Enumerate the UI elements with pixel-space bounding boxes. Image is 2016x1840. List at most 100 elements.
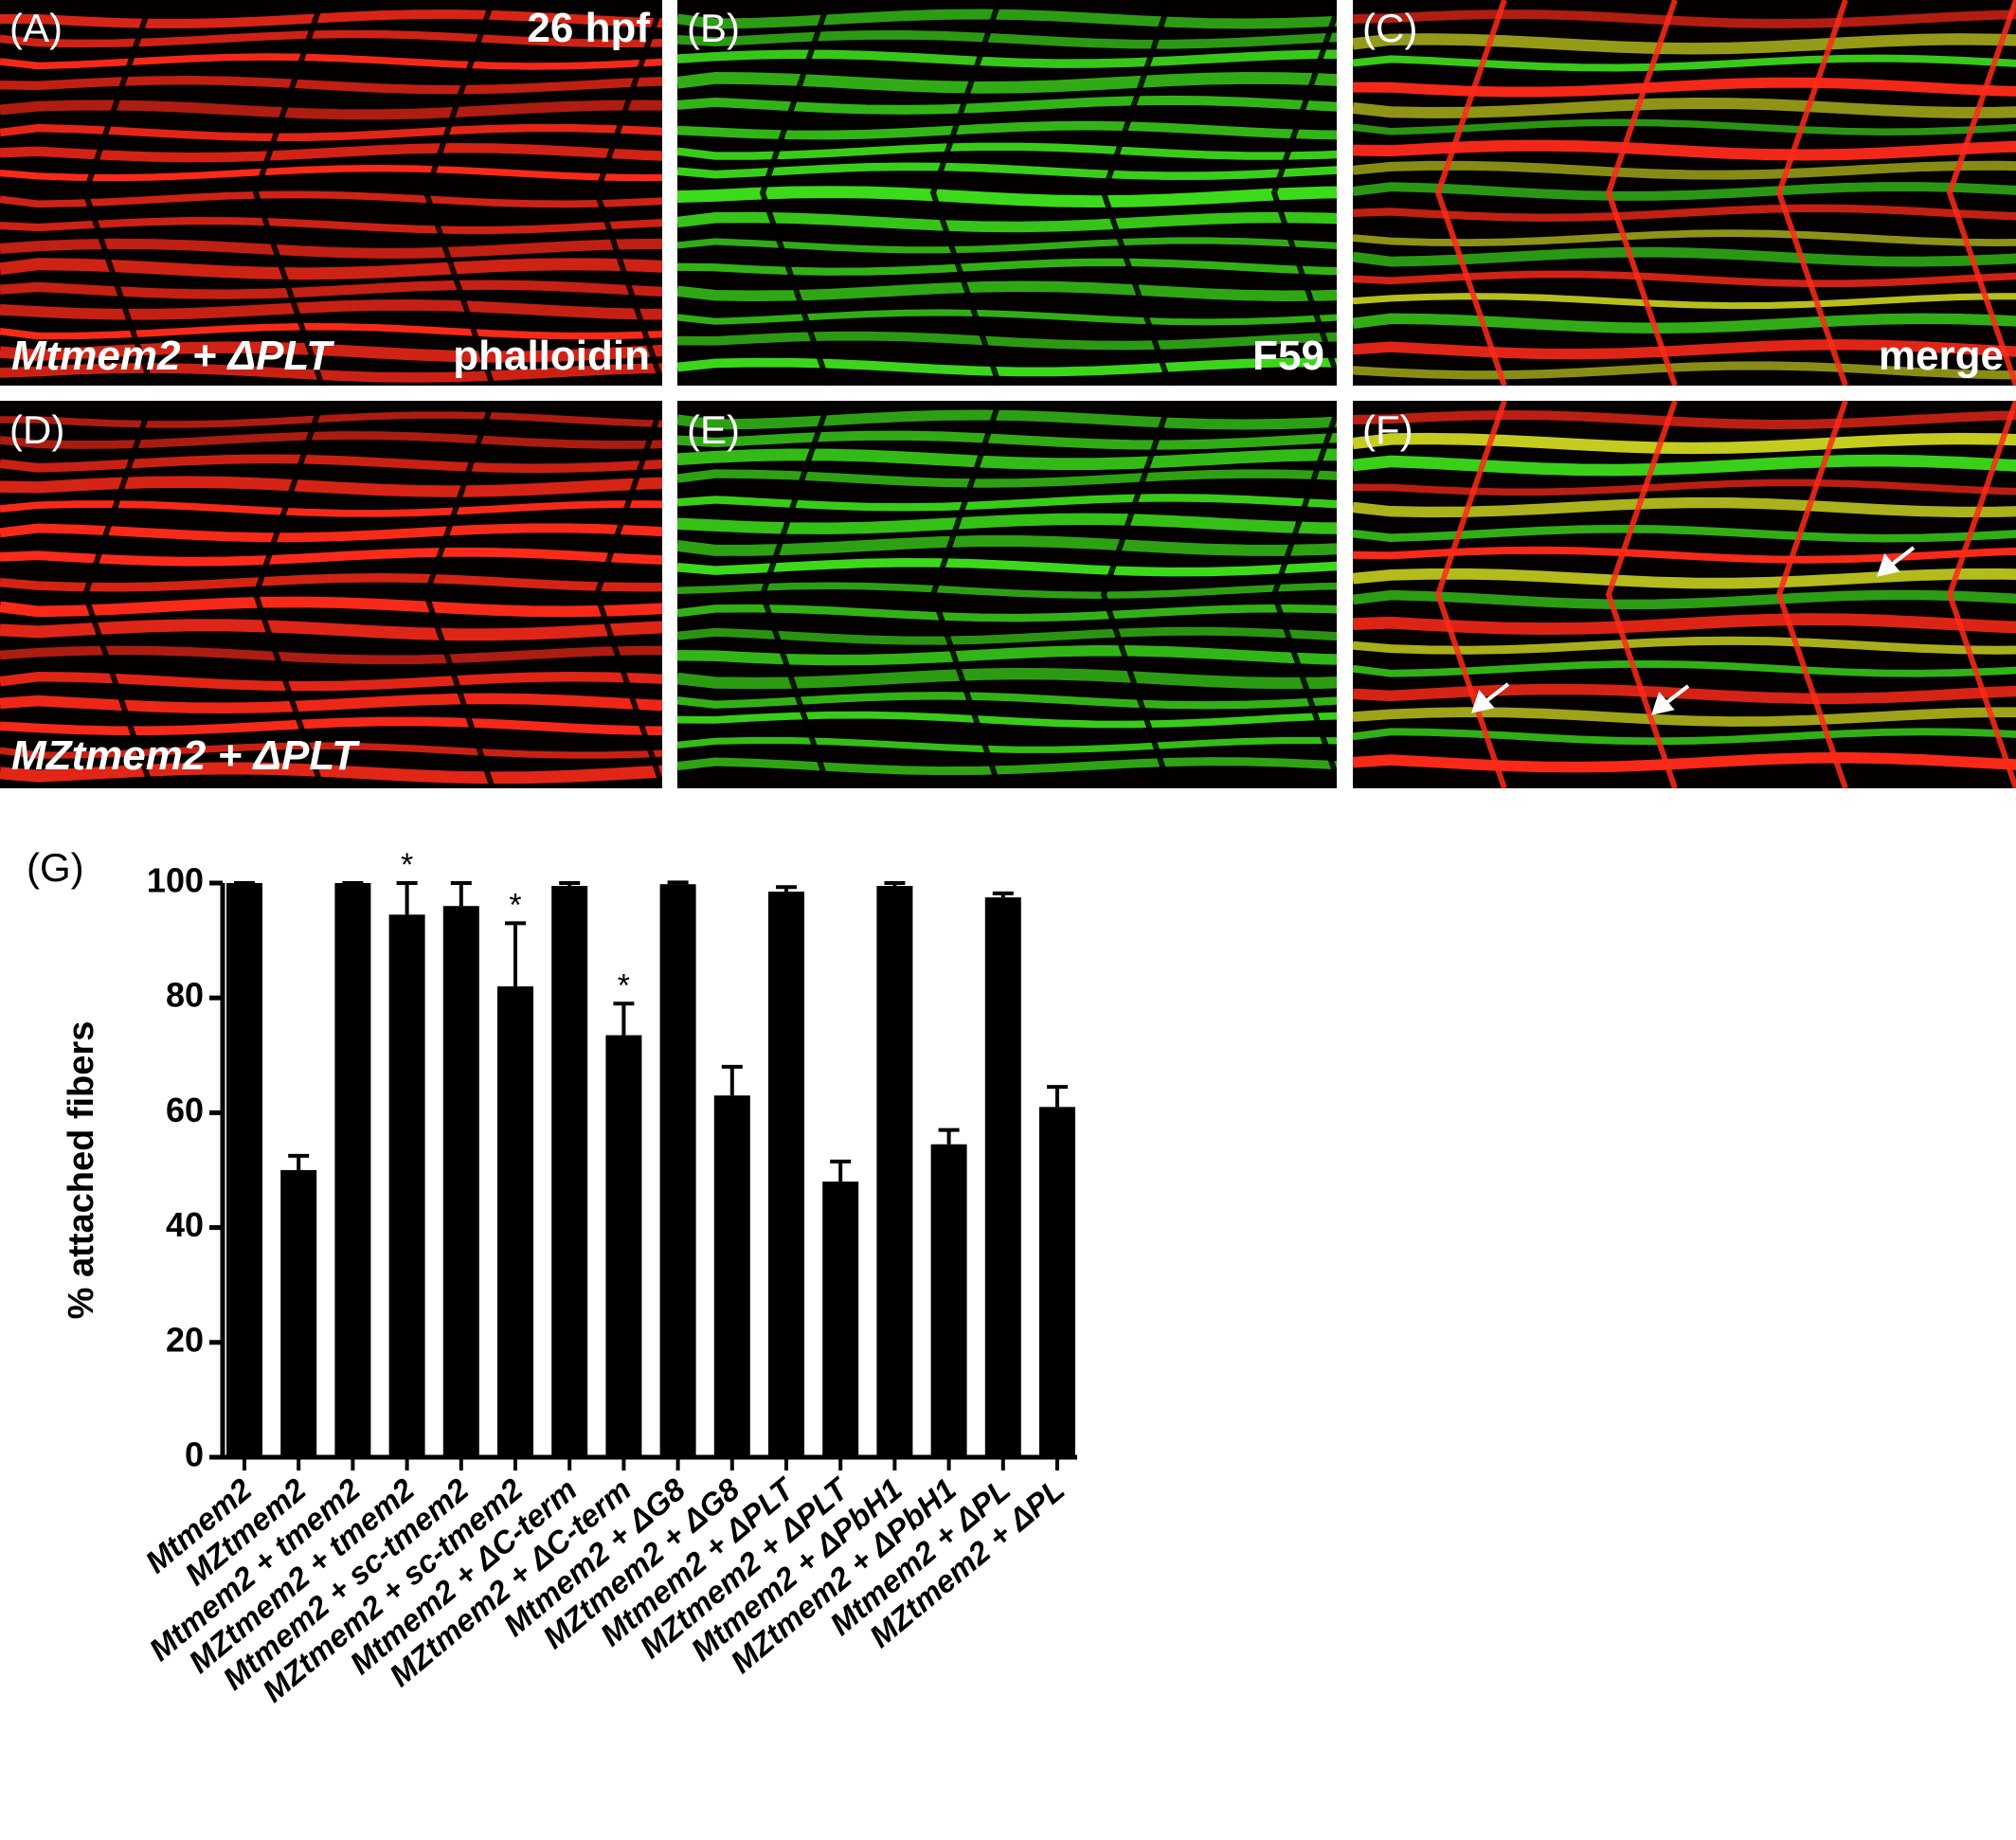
fiber xyxy=(677,186,1337,207)
fiber xyxy=(677,331,1337,351)
arrow-head xyxy=(1650,692,1675,715)
somite-boundary xyxy=(423,401,495,788)
somite-boundary xyxy=(1946,401,2016,788)
fiber xyxy=(0,742,662,759)
somite-boundary xyxy=(593,401,662,788)
somite-boundary xyxy=(1270,403,1337,786)
fiber xyxy=(0,190,662,208)
panel-labels: (A) 26 hpf Mtmem2 + ΔPLT phalloidin (B) … xyxy=(9,5,2004,779)
fiber xyxy=(1353,293,2016,310)
fiber xyxy=(0,573,662,592)
fiber xyxy=(1353,524,2016,543)
bar xyxy=(768,892,804,1457)
bar xyxy=(984,897,1021,1457)
fiber xyxy=(0,363,662,383)
somite-boundary xyxy=(1100,0,1173,386)
image-content xyxy=(0,0,662,386)
panel-note: Mtmem2 + ΔPLT xyxy=(11,333,334,379)
error-bar xyxy=(288,1153,310,1170)
somite-boundary xyxy=(593,0,662,386)
fiber xyxy=(1353,139,2016,161)
error-bar xyxy=(559,881,581,887)
fiber xyxy=(0,693,662,714)
somite-boundary xyxy=(1775,0,1848,386)
fiber xyxy=(0,454,662,474)
fiber xyxy=(677,49,1337,68)
panel-label: (B) xyxy=(687,6,740,50)
fiber xyxy=(1353,728,2016,746)
panel-note: F59 xyxy=(1252,333,1324,379)
fiber xyxy=(677,142,1337,160)
fiber xyxy=(677,757,1337,776)
fiber xyxy=(0,238,662,259)
bar xyxy=(497,986,533,1457)
panel-label: (E) xyxy=(687,407,740,452)
fiber xyxy=(677,211,1337,233)
fiber xyxy=(0,596,662,618)
image-panel xyxy=(1353,0,2016,386)
fiber xyxy=(1353,77,2016,98)
fiber xyxy=(677,469,1337,488)
bar xyxy=(876,886,913,1457)
fiber xyxy=(0,619,662,641)
image-panel xyxy=(677,401,1337,788)
fiber xyxy=(1353,410,2016,429)
fiber xyxy=(0,164,662,182)
somite-boundary xyxy=(929,401,1002,788)
image-panel xyxy=(1353,401,2016,788)
somite-boundary xyxy=(252,401,325,788)
fiber xyxy=(677,513,1337,534)
fiber xyxy=(1353,432,2016,455)
fiber xyxy=(677,692,1337,710)
y-tick-label: 20 xyxy=(166,1320,204,1359)
error-bar xyxy=(1047,1085,1068,1108)
fiber xyxy=(0,322,662,340)
y-axis-label: % attached fibers xyxy=(62,1021,101,1320)
fiber xyxy=(0,476,662,497)
fiber xyxy=(1353,313,2016,334)
y-tick-label: 100 xyxy=(147,861,204,900)
y-tick-label: 0 xyxy=(185,1435,204,1474)
fiber xyxy=(677,162,1337,180)
somite-boundary xyxy=(1605,0,1678,386)
arrows xyxy=(1470,546,1916,715)
fiber xyxy=(677,120,1337,140)
somite-boundary xyxy=(1434,401,1507,788)
bar xyxy=(822,1182,859,1457)
panel-label: (G) xyxy=(27,845,84,890)
fiber xyxy=(677,604,1337,622)
fiber xyxy=(1353,54,2016,72)
somite-boundary xyxy=(81,0,154,386)
bar xyxy=(442,906,479,1457)
somite-boundary xyxy=(423,0,495,386)
fiber xyxy=(677,357,1337,377)
error-bar xyxy=(938,1127,960,1145)
somite-boundary xyxy=(759,0,832,386)
image-content xyxy=(0,401,662,788)
fiber xyxy=(0,762,662,785)
somite-boundary xyxy=(1434,0,1507,386)
fiber xyxy=(0,217,662,234)
fiber xyxy=(677,645,1337,666)
fiber xyxy=(1353,339,2016,360)
fiber xyxy=(677,448,1337,471)
error-bar xyxy=(721,1064,743,1096)
fiber xyxy=(677,557,1337,577)
fiber xyxy=(677,309,1337,326)
fiber xyxy=(677,71,1337,94)
image-panel xyxy=(677,0,1337,386)
fiber xyxy=(0,280,662,299)
fiber xyxy=(1353,589,2016,610)
fiber xyxy=(0,523,662,543)
fiber xyxy=(677,582,1337,599)
image-content xyxy=(677,0,1337,386)
fiber xyxy=(677,280,1337,301)
fiber xyxy=(677,626,1337,645)
error-bar xyxy=(884,881,906,887)
bar xyxy=(930,1144,967,1457)
somite-boundary xyxy=(1946,0,2016,386)
fiber xyxy=(677,409,1337,430)
somite-boundary xyxy=(81,401,154,788)
panel-note: 26 hpf xyxy=(527,5,650,51)
